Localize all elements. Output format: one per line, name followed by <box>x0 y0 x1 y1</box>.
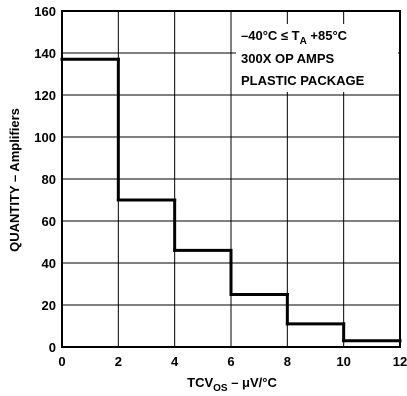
grid <box>62 11 400 347</box>
y-tick-label: 0 <box>49 340 56 355</box>
y-tick-label: 80 <box>42 172 56 187</box>
x-tick-label: 4 <box>171 354 179 369</box>
x-tick-label: 8 <box>284 354 291 369</box>
y-tick-label: 60 <box>42 214 56 229</box>
y-tick-label: 120 <box>34 88 56 103</box>
y-axis-label: QUANTITY – Amplifiers <box>7 108 22 252</box>
annotation-package: PLASTIC PACKAGE <box>241 73 365 88</box>
annotation-temperature-range: –40°C ≤ TA +85°C <box>241 28 348 47</box>
annotation-background <box>236 24 398 92</box>
x-axis-label: TCVOS – μV/°C <box>187 375 277 394</box>
x-tick-label: 2 <box>115 354 122 369</box>
y-tick-label: 40 <box>42 256 56 271</box>
plot-frame <box>61 10 401 348</box>
y-tick-label: 100 <box>34 130 56 145</box>
x-tick-label: 6 <box>227 354 234 369</box>
annotation-sample-size: 300X OP AMPS <box>241 51 335 66</box>
y-tick-label: 20 <box>42 298 56 313</box>
x-tick-label: 12 <box>393 354 407 369</box>
y-tick-label: 160 <box>34 4 56 19</box>
y-tick-label: 140 <box>34 46 56 61</box>
x-tick-label: 10 <box>336 354 350 369</box>
histogram-series <box>60 57 402 343</box>
x-tick-label: 0 <box>58 354 65 369</box>
